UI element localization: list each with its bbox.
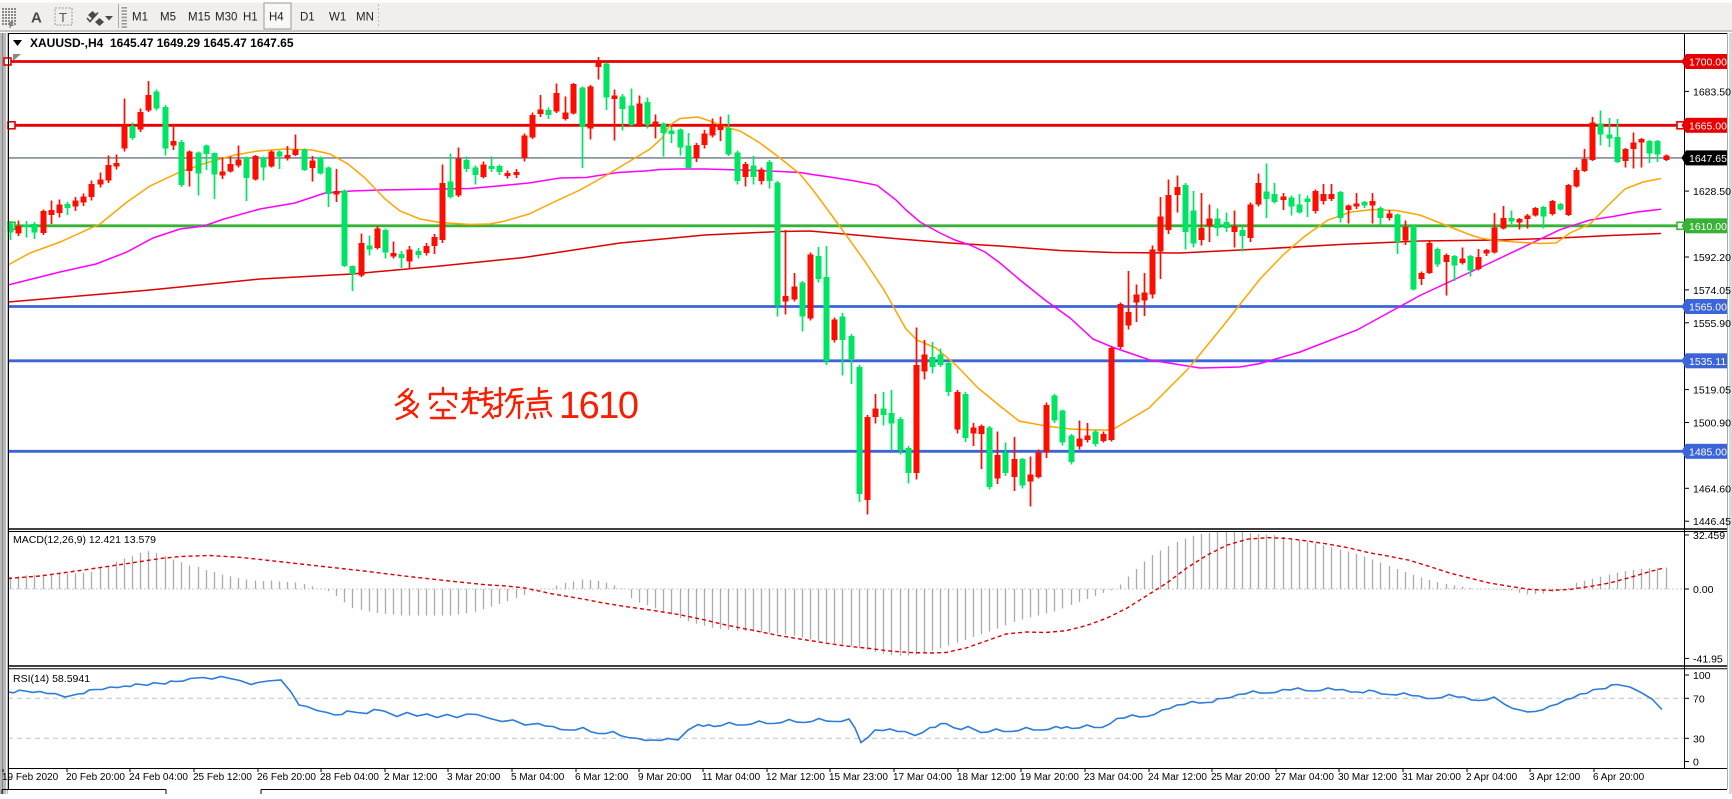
svg-text:1665.00: 1665.00 — [1689, 120, 1727, 132]
svg-text:1647.65: 1647.65 — [1689, 153, 1727, 165]
svg-text:H4: H4 — [269, 12, 284, 24]
svg-text:1592.20: 1592.20 — [1693, 252, 1731, 264]
svg-text:0: 0 — [1693, 757, 1699, 769]
svg-text:25 Feb 12:00: 25 Feb 12:00 — [193, 772, 252, 783]
svg-text:30: 30 — [1693, 733, 1705, 745]
svg-text:H1: H1 — [243, 12, 258, 24]
svg-text:1628.50: 1628.50 — [1693, 186, 1731, 198]
svg-text:M15: M15 — [188, 12, 210, 24]
svg-text:2 Mar 12:00: 2 Mar 12:00 — [384, 772, 438, 783]
svg-text:1485.00: 1485.00 — [1689, 446, 1727, 458]
svg-text:15 Mar 23:00: 15 Mar 23:00 — [829, 772, 888, 783]
svg-text:19 Feb 2020: 19 Feb 2020 — [2, 772, 59, 783]
svg-text:6 Apr 20:00: 6 Apr 20:00 — [1593, 772, 1645, 783]
svg-text:24 Mar 12:00: 24 Mar 12:00 — [1148, 772, 1207, 783]
svg-text:18 Mar 12:00: 18 Mar 12:00 — [957, 772, 1016, 783]
svg-text:1610: 1610 — [559, 385, 638, 427]
svg-text:1464.60: 1464.60 — [1693, 483, 1731, 495]
svg-text:M1: M1 — [132, 12, 148, 24]
svg-text:1519.05: 1519.05 — [1693, 385, 1731, 397]
svg-text:20 Feb 20:00: 20 Feb 20:00 — [66, 772, 125, 783]
svg-text:2 Apr 04:00: 2 Apr 04:00 — [1466, 772, 1518, 783]
svg-text:M5: M5 — [160, 12, 176, 24]
svg-text:3 Mar 20:00: 3 Mar 20:00 — [447, 772, 501, 783]
svg-text:28 Feb 04:00: 28 Feb 04:00 — [320, 772, 379, 783]
svg-text:6 Mar 12:00: 6 Mar 12:00 — [575, 772, 629, 783]
svg-text:25 Mar 20:00: 25 Mar 20:00 — [1211, 772, 1270, 783]
svg-text:26 Feb 20:00: 26 Feb 20:00 — [257, 772, 316, 783]
svg-text:27 Mar 04:00: 27 Mar 04:00 — [1275, 772, 1334, 783]
svg-text:1500.90: 1500.90 — [1693, 418, 1731, 430]
svg-text:5 Mar 04:00: 5 Mar 04:00 — [511, 772, 565, 783]
svg-text:1683.50: 1683.50 — [1693, 86, 1731, 98]
svg-text:MN: MN — [356, 12, 374, 24]
svg-text:3 Apr 12:00: 3 Apr 12:00 — [1529, 772, 1581, 783]
svg-text:F: F — [9, 21, 14, 30]
svg-text:T: T — [59, 10, 67, 25]
svg-text:24 Feb 04:00: 24 Feb 04:00 — [129, 772, 188, 783]
svg-text:-41.95: -41.95 — [1693, 653, 1723, 665]
svg-text:19 Mar 20:00: 19 Mar 20:00 — [1020, 772, 1079, 783]
svg-text:0.00: 0.00 — [1693, 584, 1714, 596]
svg-text:M30: M30 — [215, 12, 237, 24]
svg-text:XAUUSD-,H4 1645.47 1649.29 16: XAUUSD-,H4 1645.47 1649.29 1645.47 1647.… — [30, 36, 294, 50]
svg-text:W1: W1 — [329, 12, 346, 24]
svg-text:1565.00: 1565.00 — [1689, 302, 1727, 314]
svg-text:1610.00: 1610.00 — [1689, 221, 1727, 233]
svg-text:100: 100 — [1693, 670, 1711, 682]
svg-text:1555.90: 1555.90 — [1693, 318, 1731, 330]
svg-text:1535.11: 1535.11 — [1689, 356, 1726, 368]
svg-text:70: 70 — [1693, 693, 1705, 705]
svg-text:17 Mar 04:00: 17 Mar 04:00 — [893, 772, 952, 783]
svg-text:D1: D1 — [300, 12, 315, 24]
svg-text:1574.05: 1574.05 — [1693, 285, 1731, 297]
svg-text:1700.00: 1700.00 — [1689, 57, 1727, 69]
svg-text:32.459: 32.459 — [1693, 530, 1725, 542]
svg-text:11 Mar 04:00: 11 Mar 04:00 — [702, 772, 761, 783]
svg-text:12 Mar 12:00: 12 Mar 12:00 — [766, 772, 825, 783]
svg-text:23 Mar 04:00: 23 Mar 04:00 — [1084, 772, 1143, 783]
svg-text:30 Mar 12:00: 30 Mar 12:00 — [1338, 772, 1397, 783]
svg-text:RSI(14) 58.5941: RSI(14) 58.5941 — [13, 673, 90, 685]
svg-text:9 Mar 20:00: 9 Mar 20:00 — [638, 772, 692, 783]
svg-text:MACD(12,26,9) 12.421 13.579: MACD(12,26,9) 12.421 13.579 — [13, 534, 156, 546]
svg-text:A: A — [31, 10, 42, 27]
svg-text:31 Mar 20:00: 31 Mar 20:00 — [1402, 772, 1461, 783]
svg-text:1446.45: 1446.45 — [1693, 516, 1731, 528]
